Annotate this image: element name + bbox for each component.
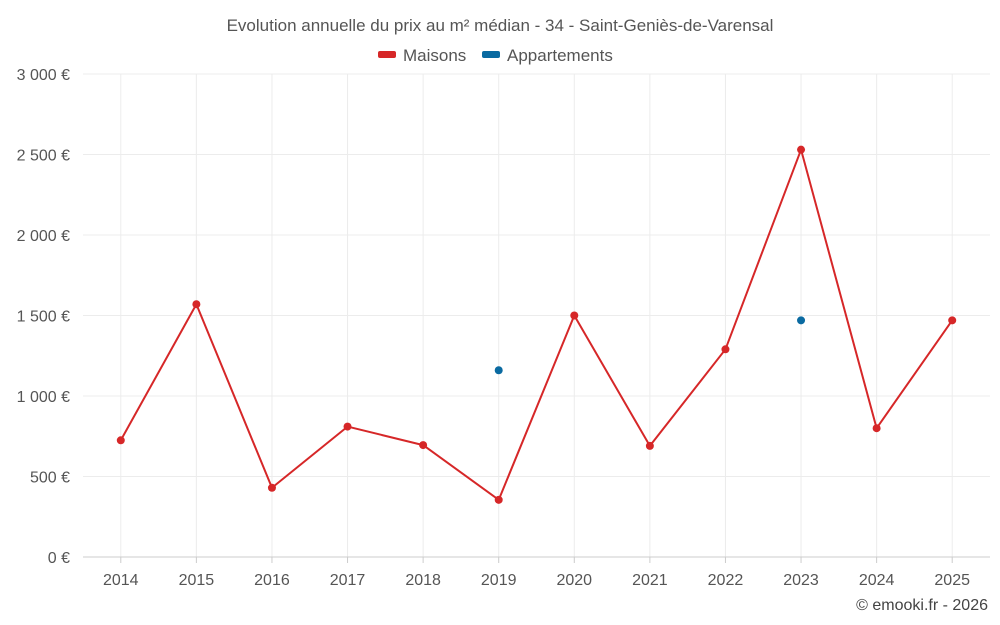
x-tick-label: 2019 — [481, 572, 517, 589]
data-point-maisons-2021[interactable] — [645, 441, 654, 450]
x-tick-label: 2014 — [103, 572, 139, 589]
y-tick-label: 1 500 € — [17, 309, 70, 326]
x-tick-label: 2015 — [179, 572, 215, 589]
data-point-maisons-2014[interactable] — [116, 436, 125, 445]
x-tick-label: 2022 — [708, 572, 744, 589]
data-point-maisons-2019[interactable] — [494, 495, 503, 504]
legend-label-appartements: Appartements — [507, 46, 613, 65]
data-point-maisons-2018[interactable] — [419, 441, 428, 450]
data-point-appartements-2019[interactable] — [494, 366, 503, 375]
data-point-maisons-2020[interactable] — [570, 311, 579, 320]
data-point-maisons-2025[interactable] — [948, 316, 957, 325]
data-point-appartements-2023[interactable] — [797, 316, 806, 325]
data-point-maisons-2017[interactable] — [343, 422, 352, 431]
x-tick-label: 2024 — [859, 572, 895, 589]
legend-swatch-maisons — [378, 51, 396, 58]
series — [116, 145, 957, 504]
grid — [83, 73, 990, 558]
y-tick-label: 2 500 € — [17, 148, 70, 165]
y-axis-ticks: 0 € 500 € 1 000 € 1 500 € 2 000 € 2 500 € 3 00… — [17, 67, 70, 567]
x-tick-label: 2018 — [405, 572, 441, 589]
series-line-maisons — [119, 148, 954, 501]
chart-title: Evolution annuelle du prix au m² médian … — [227, 16, 774, 35]
y-tick-label: 3 000 € — [17, 67, 70, 84]
y-tick-label: 1 000 € — [17, 389, 70, 406]
y-tick-label: 0 € — [48, 550, 70, 567]
y-tick-label: 2 000 € — [17, 228, 70, 245]
x-axis-ticks: 2014 2015 2016 2017 2018 2019 2020 2021 2022 2023… — [103, 557, 970, 589]
data-point-maisons-2022[interactable] — [721, 345, 730, 354]
x-tick-label: 2016 — [254, 572, 290, 589]
legend[interactable]: Maisons Appartements — [378, 46, 613, 65]
x-tick-label: 2020 — [556, 572, 592, 589]
x-tick-label: 2025 — [934, 572, 970, 589]
legend-item-appartements[interactable]: Appartements — [482, 46, 613, 65]
x-tick-label: 2023 — [783, 572, 819, 589]
legend-label-maisons: Maisons — [403, 46, 466, 65]
data-point-maisons-2015[interactable] — [192, 300, 201, 309]
data-point-maisons-2024[interactable] — [872, 424, 881, 433]
x-tick-label: 2021 — [632, 572, 668, 589]
legend-item-maisons[interactable]: Maisons — [378, 46, 466, 65]
credit-text: © emooki.fr - 2026 — [856, 597, 988, 614]
x-tick-label: 2017 — [330, 572, 366, 589]
y-tick-label: 500 € — [30, 470, 70, 487]
legend-swatch-appartements — [482, 51, 500, 58]
data-point-maisons-2023[interactable] — [797, 145, 806, 154]
data-point-maisons-2016[interactable] — [267, 483, 276, 492]
